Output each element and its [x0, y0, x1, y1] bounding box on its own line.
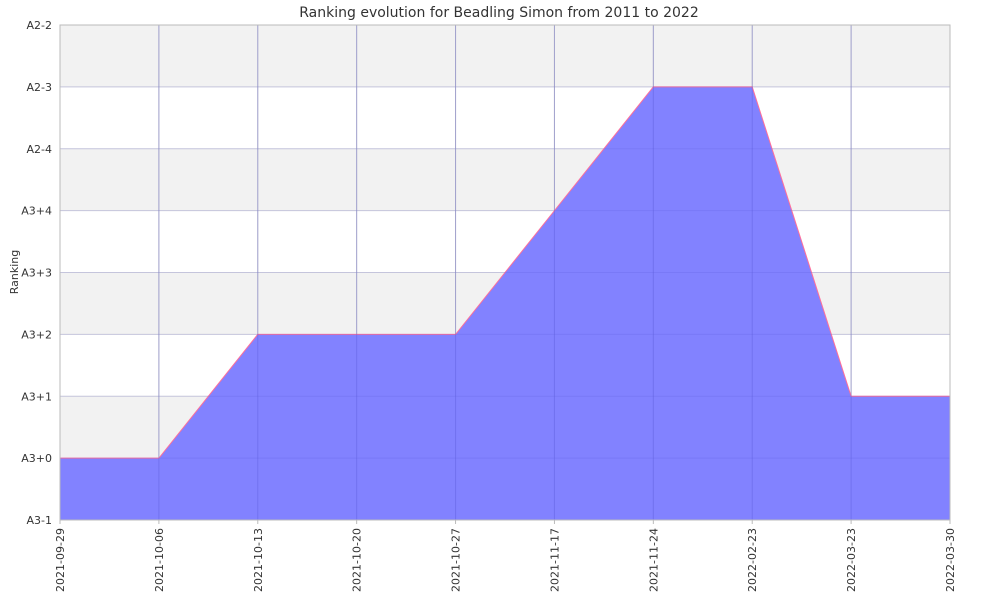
x-tick-label: 2022-03-23: [845, 528, 858, 592]
plot-band: [60, 25, 950, 87]
area-series: [59, 25, 951, 520]
y-tick-label: A2-4: [27, 143, 53, 156]
x-axis-ticks: 2021-09-29 2021-10-06 2021-10-13 2021-10-20…: [54, 520, 957, 592]
series-area: [60, 86, 950, 520]
chart-title: Ranking evolution for Beadling Simon fro…: [299, 5, 699, 21]
x-tick-label: 2021-10-20: [351, 528, 364, 592]
x-tick-label: 2021-11-17: [548, 528, 561, 592]
x-tick-label: 2021-10-13: [252, 528, 265, 592]
plot-band: [60, 210, 950, 273]
x-tick-label: 2022-03-30: [944, 528, 957, 592]
plot-band: [60, 148, 950, 211]
y-axis-label: Ranking: [8, 250, 21, 295]
x-tick-label: 2022-02-23: [746, 528, 759, 592]
y-tick-label: A3+3: [21, 267, 52, 280]
x-tick-label: 2021-09-29: [54, 528, 67, 592]
y-axis-ticks: A3-1 A3+0 A3+1 A3+2 A3+3 A3+4 A2-4 A2-3 A2-2: [21, 19, 52, 527]
x-tick-label: 2021-10-06: [153, 528, 166, 592]
y-tick-label: A3+2: [21, 328, 52, 341]
y-tick-label: A3+1: [21, 390, 52, 403]
y-tick-label: A2-3: [27, 81, 53, 94]
plot-frame: [59, 24, 951, 521]
plot-frame-border: [59, 24, 951, 521]
y-tick-label: A3+4: [21, 205, 52, 218]
plot-band: [60, 86, 950, 149]
x-tick-label: 2021-10-27: [450, 528, 463, 592]
y-tick-label: A3+0: [21, 452, 52, 465]
y-tick-label: A2-2: [27, 19, 53, 32]
series-line: [60, 86, 950, 459]
x-tick-label: 2021-11-24: [647, 528, 660, 592]
y-tick-label: A3-1: [27, 514, 53, 527]
